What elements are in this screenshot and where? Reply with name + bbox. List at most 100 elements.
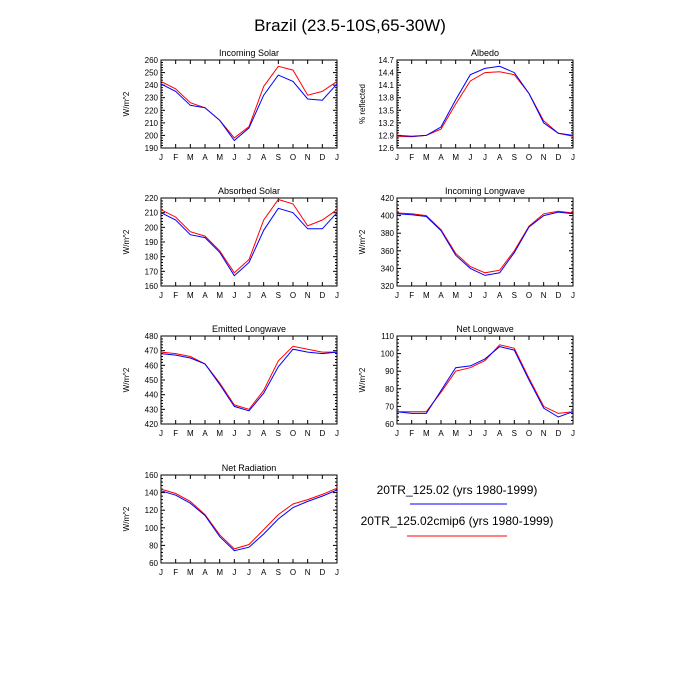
- x-tick-label: S: [512, 153, 517, 162]
- x-tick-label: F: [173, 291, 178, 300]
- x-tick-label: J: [247, 291, 251, 300]
- x-tick-label: A: [261, 291, 267, 300]
- y-tick-label: 460: [145, 361, 159, 370]
- y-tick-label: 480: [145, 332, 159, 341]
- x-tick-label: A: [261, 568, 267, 577]
- y-tick-label: 60: [385, 420, 394, 429]
- x-tick-label: M: [216, 291, 223, 300]
- y-tick-label: 170: [145, 267, 159, 276]
- y-tick-label: 14.1: [378, 81, 394, 90]
- x-tick-label: J: [571, 153, 575, 162]
- y-tick-label: 100: [145, 524, 159, 533]
- x-tick-label: J: [232, 153, 236, 162]
- y-tick-label: 250: [145, 69, 159, 78]
- x-tick-label: J: [159, 291, 163, 300]
- series-line-red-albedo: [396, 71, 574, 138]
- series-line-red-net-radiation: [160, 487, 338, 550]
- x-tick-label: J: [232, 568, 236, 577]
- x-tick-label: F: [173, 153, 178, 162]
- panel-incoming-solar: Incoming Solar 190 200 210 220 230 240 250 260 J F…: [122, 48, 339, 162]
- x-tick-label: O: [526, 429, 532, 438]
- y-tick-label: 180: [145, 253, 159, 262]
- y-tick-label: 240: [145, 81, 159, 90]
- x-tick-label: J: [335, 153, 339, 162]
- x-tick-label: J: [335, 429, 339, 438]
- x-tick-label: N: [541, 291, 547, 300]
- x-tick-label: M: [452, 153, 459, 162]
- series-line-blue-incoming-solar: [160, 74, 338, 142]
- plot-frame-absorbed-solar: [160, 197, 338, 287]
- y-tick-label: 220: [145, 194, 159, 203]
- x-tick-label: J: [483, 291, 487, 300]
- x-tick-label: F: [173, 568, 178, 577]
- y-axis-label-emitted-longwave: W/m^2: [122, 367, 131, 392]
- x-tick-label: A: [438, 291, 444, 300]
- x-tick-label: D: [319, 291, 325, 300]
- x-tick-label: D: [555, 291, 561, 300]
- y-tick-label: 70: [385, 402, 394, 411]
- series-line-red-emitted-longwave: [160, 345, 337, 410]
- y-tick-label: 430: [145, 405, 159, 414]
- x-tick-label: A: [202, 568, 208, 577]
- x-tick-label: A: [497, 291, 503, 300]
- x-tick-label: S: [512, 429, 517, 438]
- x-tick-label: N: [305, 429, 311, 438]
- x-tick-label: J: [395, 429, 399, 438]
- x-tick-label: J: [571, 291, 575, 300]
- y-tick-label: 14.7: [378, 56, 394, 65]
- x-tick-label: A: [202, 429, 208, 438]
- y-tick-label: 420: [381, 194, 395, 203]
- x-tick-label: M: [423, 429, 430, 438]
- x-tick-label: F: [409, 153, 414, 162]
- x-tick-label: J: [335, 568, 339, 577]
- x-tick-label: J: [247, 153, 251, 162]
- x-tick-label: O: [290, 153, 296, 162]
- x-tick-label: D: [319, 568, 325, 577]
- x-tick-label: N: [305, 568, 311, 577]
- series-line-blue-incoming-longwave: [396, 211, 574, 276]
- y-tick-label: 190: [145, 144, 159, 153]
- x-tick-label: J: [468, 291, 472, 300]
- legend-label-red: 20TR_125.02cmip6 (yrs 1980-1999): [361, 514, 554, 528]
- x-tick-label: J: [159, 568, 163, 577]
- x-tick-label: J: [468, 153, 472, 162]
- y-tick-label: 340: [381, 264, 395, 273]
- x-tick-label: M: [187, 568, 194, 577]
- legend-label-blue: 20TR_125.02 (yrs 1980-1999): [377, 483, 538, 497]
- x-tick-label: J: [483, 429, 487, 438]
- figure-title: Brazil (23.5-10S,65-30W): [254, 16, 446, 35]
- x-tick-label: O: [526, 291, 532, 300]
- x-tick-label: M: [423, 153, 430, 162]
- y-tick-label: 100: [381, 350, 395, 359]
- x-tick-label: J: [395, 291, 399, 300]
- x-tick-label: J: [483, 153, 487, 162]
- x-tick-label: A: [202, 153, 208, 162]
- x-tick-label: J: [468, 429, 472, 438]
- y-tick-label: 12.9: [378, 131, 394, 140]
- x-tick-label: M: [216, 429, 223, 438]
- x-tick-label: M: [216, 153, 223, 162]
- x-tick-label: N: [305, 291, 311, 300]
- x-tick-label: O: [526, 153, 532, 162]
- x-tick-label: J: [159, 429, 163, 438]
- y-tick-label: 190: [145, 238, 159, 247]
- series-line-blue-absorbed-solar: [160, 207, 338, 277]
- panel-title-incoming-longwave: Incoming Longwave: [445, 186, 525, 196]
- y-tick-label: 13.2: [378, 119, 394, 128]
- x-tick-label: J: [232, 291, 236, 300]
- y-tick-label: 220: [145, 106, 159, 115]
- x-tick-label: A: [261, 153, 267, 162]
- series-line-blue-emitted-longwave: [160, 348, 338, 412]
- series-line-red-incoming-solar: [160, 65, 338, 139]
- series-line-red-net-longwave: [397, 344, 574, 414]
- plot-frame-albedo: [396, 59, 574, 149]
- x-tick-label: J: [571, 429, 575, 438]
- x-tick-label: J: [335, 291, 339, 300]
- series-line-red-absorbed-solar: [160, 198, 338, 274]
- y-tick-label: 260: [145, 56, 159, 65]
- y-tick-label: 60: [149, 559, 158, 568]
- x-tick-label: O: [290, 429, 296, 438]
